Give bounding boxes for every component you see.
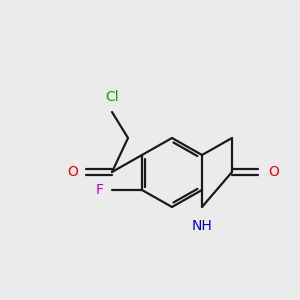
Text: O: O <box>67 165 78 179</box>
Text: O: O <box>268 165 279 179</box>
Text: F: F <box>96 183 104 197</box>
Text: Cl: Cl <box>105 90 119 104</box>
Text: NH: NH <box>192 219 212 233</box>
